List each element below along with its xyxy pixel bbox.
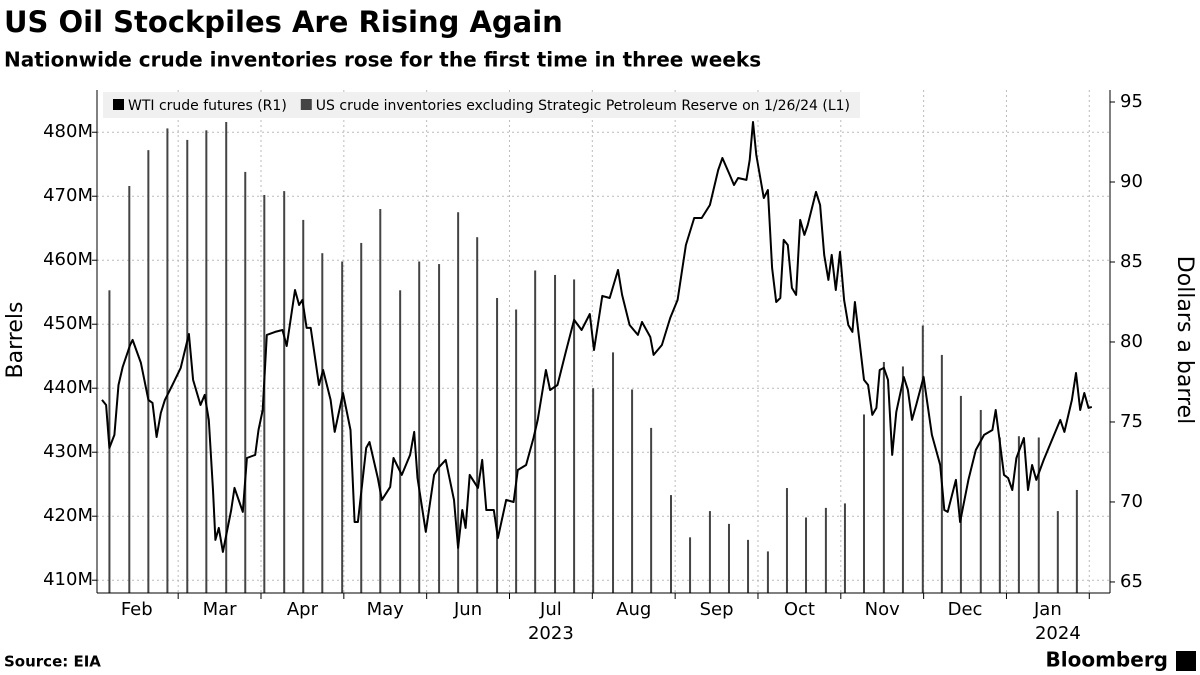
bar xyxy=(998,437,1001,593)
bar xyxy=(1056,511,1059,593)
bar xyxy=(766,551,769,593)
bar xyxy=(438,264,441,593)
bar xyxy=(979,409,982,593)
bar xyxy=(321,253,324,594)
x-tick-label: Mar xyxy=(203,599,238,620)
bar xyxy=(205,130,208,594)
y2-tick-label: 80 xyxy=(1120,331,1143,352)
bar xyxy=(670,495,673,593)
bar xyxy=(476,237,479,593)
bar xyxy=(785,488,788,593)
bar xyxy=(921,325,924,593)
bar xyxy=(843,503,846,593)
y2-axis-title: Dollars a barrel xyxy=(1172,256,1197,424)
chart-subtitle: Nationwide crude inventories rose for th… xyxy=(4,48,761,72)
legend-swatch xyxy=(300,99,312,110)
x-tick-label: Sep xyxy=(700,599,734,620)
bar xyxy=(862,414,865,593)
x-tick-label: Aug xyxy=(616,599,651,620)
bar xyxy=(128,185,131,593)
x-year-label: 2024 xyxy=(1035,623,1081,644)
bar xyxy=(225,121,228,594)
bar xyxy=(573,279,576,593)
bar xyxy=(457,212,460,593)
y2-tick-label: 65 xyxy=(1120,571,1143,592)
legend-swatch xyxy=(113,99,124,110)
y-tick-label: 480M xyxy=(43,121,93,142)
chart-title: US Oil Stockpiles Are Rising Again xyxy=(4,5,563,39)
y2-tick-label: 85 xyxy=(1120,251,1143,272)
bar xyxy=(747,539,750,593)
bar xyxy=(824,507,827,593)
y-axis-title: Barrels xyxy=(3,302,28,379)
bar xyxy=(302,219,305,593)
bar xyxy=(708,511,711,593)
y-tick-label: 410M xyxy=(43,569,93,590)
y-tick-label: 430M xyxy=(43,441,93,462)
brand: Bloomberg xyxy=(1046,648,1168,672)
bar xyxy=(360,242,363,594)
bar xyxy=(379,209,382,594)
bar xyxy=(882,361,885,593)
source: Source: EIA xyxy=(4,653,101,671)
x-tick-label: Jul xyxy=(539,599,562,620)
bar xyxy=(554,274,557,593)
x-tick-label: Feb xyxy=(121,599,153,620)
bar xyxy=(244,171,247,593)
x-tick-label: Jan xyxy=(1033,599,1062,620)
bar xyxy=(650,427,653,593)
bar xyxy=(727,523,730,593)
bar xyxy=(689,537,692,593)
legend: WTI crude futures (R1) US crude inventori… xyxy=(103,92,861,118)
bar xyxy=(186,139,189,594)
bar xyxy=(515,309,518,593)
bar xyxy=(1075,489,1078,593)
legend-label: WTI crude futures (R1) xyxy=(128,98,287,114)
legend-label: US crude inventories excluding Strategic… xyxy=(316,98,850,114)
bar xyxy=(631,389,634,593)
line xyxy=(101,121,1093,553)
bar xyxy=(166,128,169,593)
y-tick-label: 470M xyxy=(43,185,93,206)
bar xyxy=(805,517,808,593)
x-tick-label: Jun xyxy=(453,599,482,620)
bar xyxy=(283,191,286,594)
bar xyxy=(612,352,615,593)
y2-tick-label: 95 xyxy=(1120,91,1143,112)
y-tick-label: 460M xyxy=(43,249,93,270)
bar xyxy=(1037,437,1040,593)
bar xyxy=(592,388,595,593)
y2-tick-label: 70 xyxy=(1120,491,1143,512)
bar xyxy=(418,261,421,593)
y-tick-label: 450M xyxy=(43,313,93,334)
bar xyxy=(496,297,499,593)
bar xyxy=(959,395,962,593)
y2-tick-label: 90 xyxy=(1120,171,1143,192)
x-year-label: 2023 xyxy=(528,623,574,644)
bar xyxy=(901,366,904,593)
brand-icon xyxy=(1176,651,1196,671)
bar xyxy=(147,150,150,593)
x-tick-label: Oct xyxy=(784,599,815,620)
y-tick-label: 420M xyxy=(43,505,93,526)
bar xyxy=(341,261,344,593)
y-tick-label: 440M xyxy=(43,377,93,398)
y2-tick-label: 75 xyxy=(1120,411,1143,432)
legend-box xyxy=(103,92,861,118)
grid xyxy=(97,90,1110,593)
bar xyxy=(1017,436,1020,593)
bar xyxy=(399,290,402,593)
x-tick-label: Dec xyxy=(948,599,983,620)
x-tick-label: Apr xyxy=(287,599,319,620)
x-tick-label: Nov xyxy=(865,599,900,620)
x-tick-label: May xyxy=(367,599,405,620)
